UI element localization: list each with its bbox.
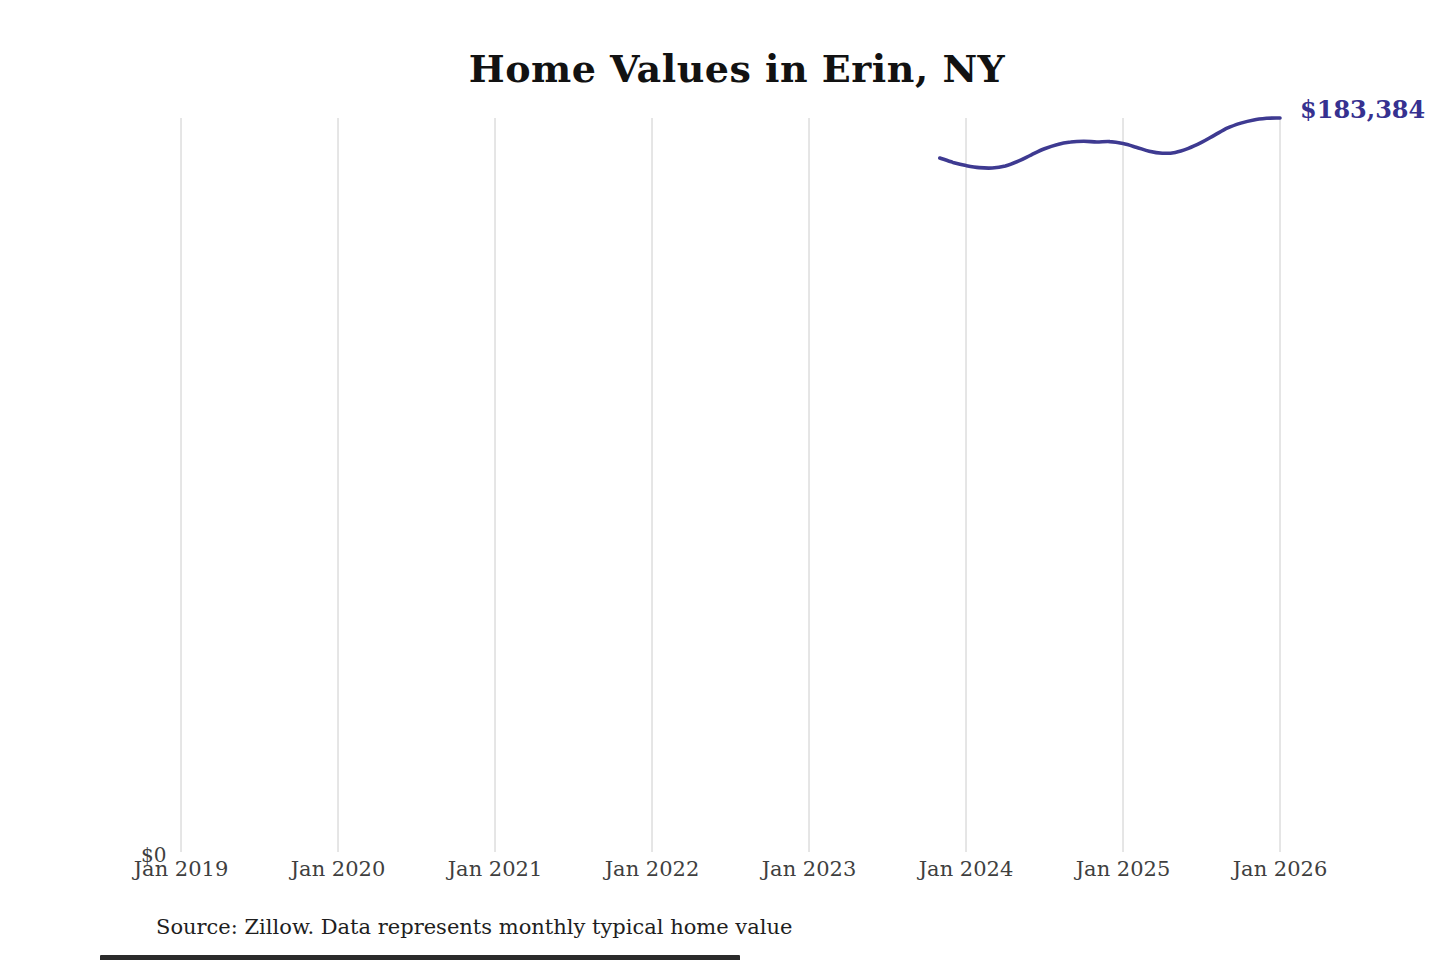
x-tick-label: Jan 2022 bbox=[605, 857, 700, 881]
x-tick-label: Jan 2026 bbox=[1233, 857, 1328, 881]
latest-value-label: $183,384 bbox=[1300, 95, 1425, 124]
clipped-footer-strip bbox=[100, 955, 740, 960]
x-tick-label: Jan 2024 bbox=[919, 857, 1014, 881]
year-gridlines bbox=[181, 118, 1280, 852]
chart-canvas bbox=[0, 0, 1440, 960]
chart-page: Home Values in Erin, NY Jan 2019Jan 2020… bbox=[0, 0, 1440, 960]
x-tick-label: Jan 2021 bbox=[448, 857, 543, 881]
source-note: Source: Zillow. Data represents monthly … bbox=[156, 915, 792, 939]
y-axis-zero-label: $0 bbox=[141, 843, 166, 867]
x-tick-label: Jan 2020 bbox=[291, 857, 386, 881]
x-tick-label: Jan 2025 bbox=[1076, 857, 1171, 881]
x-tick-label: Jan 2023 bbox=[762, 857, 857, 881]
home-value-line-series bbox=[940, 118, 1280, 168]
